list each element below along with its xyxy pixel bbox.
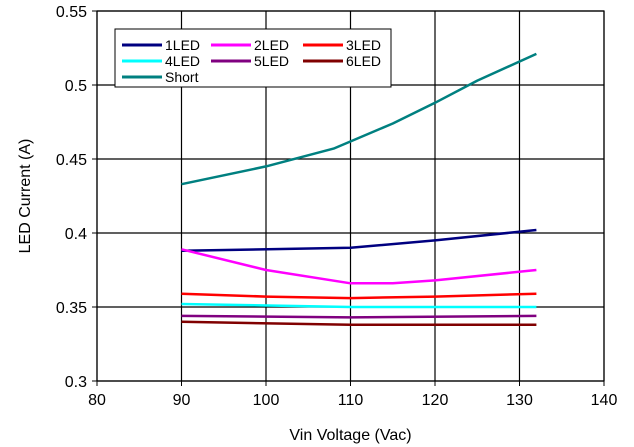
- x-tick-label: 100: [253, 392, 280, 409]
- legend-label: Short: [165, 69, 199, 85]
- x-tick-label: 90: [173, 392, 191, 409]
- legend-label: 6LED: [346, 53, 381, 69]
- series-line-3led: [181, 292, 537, 300]
- series-line-5led: [181, 314, 537, 319]
- x-tick-label: 120: [422, 392, 449, 409]
- y-tick-label: 0.55: [56, 4, 87, 21]
- y-axis-ticks: 0.3 0.35 0.4 0.45 0.5 0.55: [56, 4, 97, 391]
- legend-label: 4LED: [165, 53, 200, 69]
- x-tick-label: 130: [506, 392, 533, 409]
- series-line-2led: [181, 248, 537, 285]
- legend-label: 5LED: [254, 53, 289, 69]
- x-axis-label: Vin Voltage (Vac): [289, 427, 411, 444]
- y-tick-label: 0.45: [56, 152, 87, 169]
- x-tick-label: 110: [338, 392, 364, 409]
- legend-label: 3LED: [346, 37, 381, 53]
- y-axis-label: LED Current (A): [17, 139, 34, 254]
- series-line-6led: [181, 320, 537, 327]
- x-tick-label: 140: [591, 392, 618, 409]
- y-tick-label: 0.35: [56, 300, 87, 317]
- series-line-1led: [181, 228, 537, 253]
- legend-label: 2LED: [254, 37, 289, 53]
- legend-label: 1LED: [165, 37, 200, 53]
- y-tick-label: 0.5: [65, 78, 87, 95]
- series-lines: [181, 52, 537, 327]
- legend: 1LED 2LED 3LED 4LED 5LED 6LED Short: [114, 28, 392, 88]
- x-tick-label: 80: [88, 392, 106, 409]
- x-axis-ticks: 80 90 100 110 120 130 140: [88, 381, 617, 409]
- series-line-4led: [181, 302, 537, 309]
- y-tick-label: 0.3: [65, 374, 87, 391]
- y-tick-label: 0.4: [65, 226, 87, 243]
- series-line-short: [181, 52, 537, 186]
